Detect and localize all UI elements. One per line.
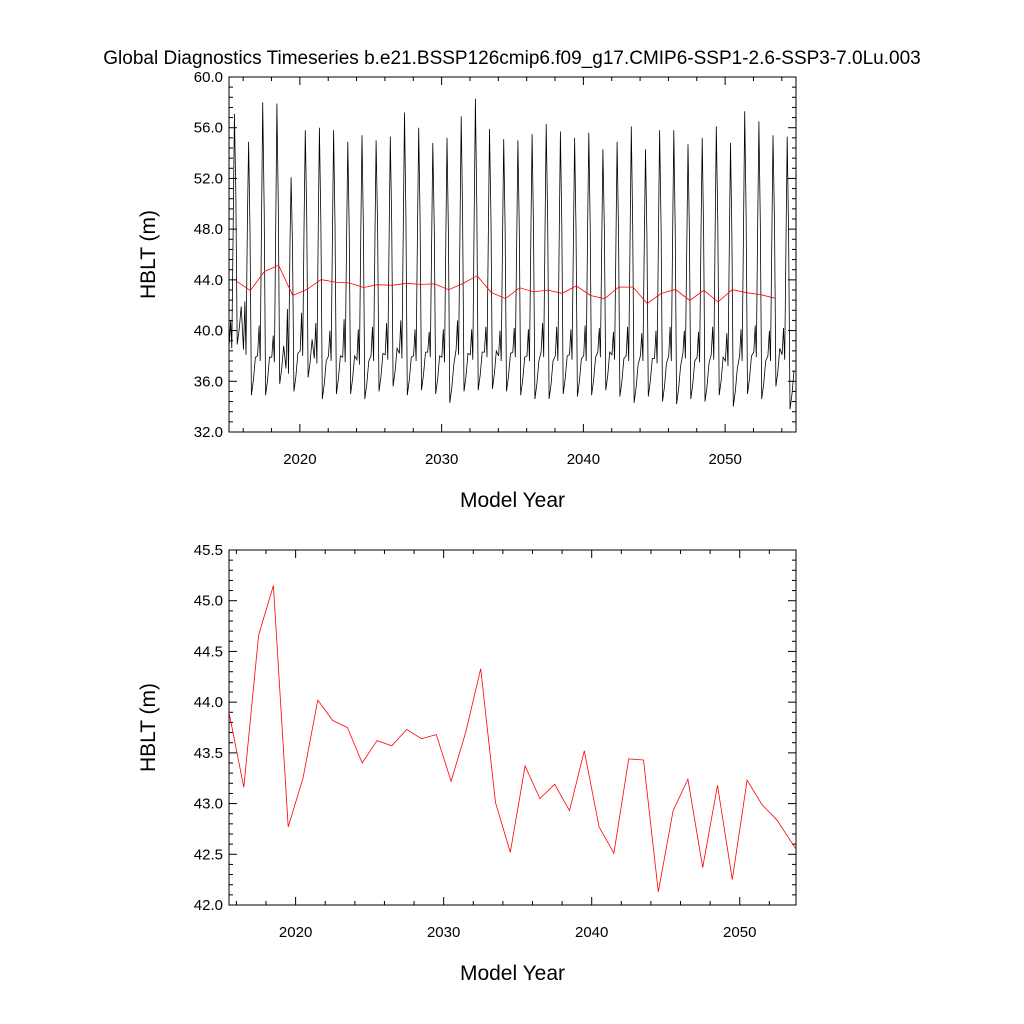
- x-tick-label: 2030: [425, 451, 458, 468]
- y-tick-label: 42.0: [194, 897, 223, 914]
- y-tick-label: 44.0: [194, 272, 223, 289]
- y-axis-label: HBLT (m): [137, 683, 160, 772]
- y-tick-label: 45.5: [194, 542, 223, 559]
- y-tick-label: 43.5: [194, 745, 223, 762]
- chart-title: Global Diagnostics Timeseries b.e21.BSSP…: [103, 48, 920, 69]
- series-annual-line: [229, 585, 796, 892]
- y-tick-label: 42.5: [194, 846, 223, 863]
- series-group: [229, 98, 795, 410]
- chart-panel-2: 42.0 42.5 43.0 43.5 44.0 44.5 45.0 45.5 2020 2030…: [137, 542, 797, 985]
- series-monthly-line: [229, 98, 795, 410]
- y-tick-label: 56.0: [194, 120, 223, 137]
- y-axis-label: HBLT (m): [137, 210, 160, 299]
- series-group: [229, 585, 796, 892]
- y-tick-label: 48.0: [194, 221, 223, 238]
- y-tick-label: 44.0: [194, 694, 223, 711]
- x-tick-label: 2040: [567, 451, 600, 468]
- y-tick-label: 60.0: [194, 69, 223, 86]
- plot-frame: [228, 549, 797, 906]
- y-tick-label: 32.0: [194, 424, 223, 441]
- chart-panel-1: 32.0 36.0 40.0 44.0 48.0 52.0 56.0 60.0 2020 2030…: [137, 69, 797, 512]
- y-tick-label: 36.0: [194, 373, 223, 390]
- y-tick-label: 40.0: [194, 323, 223, 340]
- x-tick-label: 2030: [427, 924, 460, 941]
- plot-frame: [228, 76, 797, 433]
- x-tick-label: 2020: [283, 451, 316, 468]
- x-tick-label: 2050: [723, 924, 756, 941]
- y-tick-label: 43.0: [194, 796, 223, 813]
- y-tick-label: 45.0: [194, 593, 223, 610]
- y-tick-label: 52.0: [194, 170, 223, 187]
- x-tick-label: 2050: [708, 451, 741, 468]
- x-tick-label: 2020: [279, 924, 312, 941]
- series-annual-line: [235, 264, 775, 305]
- x-tick-label: 2040: [575, 924, 608, 941]
- y-tick-label: 44.5: [194, 643, 223, 660]
- x-axis-label: Model Year: [460, 962, 565, 985]
- x-axis-label: Model Year: [460, 489, 565, 512]
